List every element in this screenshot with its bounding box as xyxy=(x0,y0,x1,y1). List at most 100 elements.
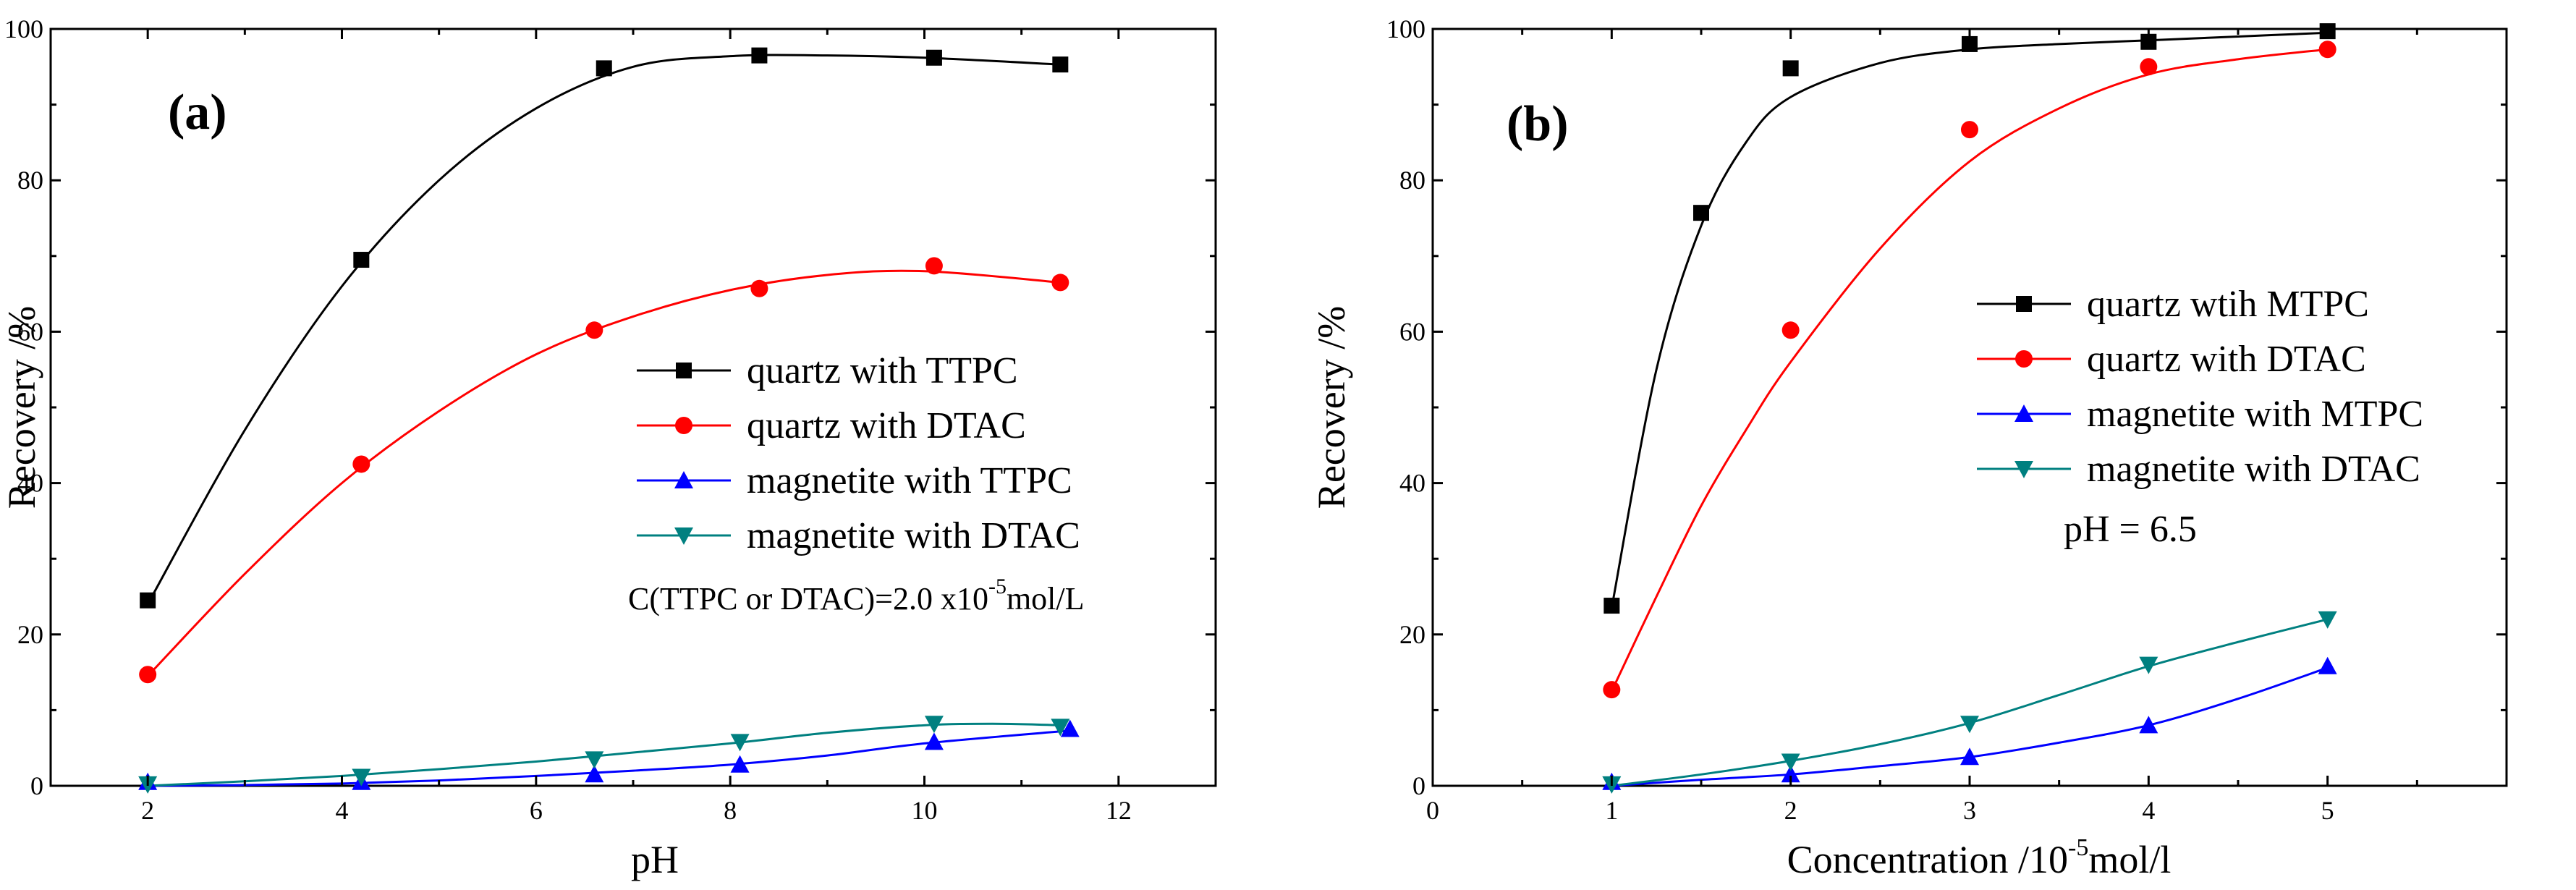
y-tick-label: 60 xyxy=(17,317,43,346)
legend-label-1: quartz wtih MTPC xyxy=(2087,284,2369,325)
x-tick-label: 4 xyxy=(2142,796,2155,825)
series-2-point xyxy=(1051,274,1069,292)
series-1-point xyxy=(353,252,370,268)
legend-marker-2 xyxy=(2015,350,2033,368)
x-tick-label: 8 xyxy=(724,796,737,825)
y-tick-label: 20 xyxy=(17,620,43,649)
series-4-point xyxy=(1051,719,1070,737)
legend-label-3: magnetite with TTPC xyxy=(747,460,1072,501)
y-tick-label: 0 xyxy=(30,771,43,800)
series-1-fit-line xyxy=(1610,31,2328,609)
series-1-point xyxy=(1782,60,1799,77)
series-3-point xyxy=(730,755,750,773)
series-3-point xyxy=(585,765,604,783)
y-tick-label: 20 xyxy=(1399,620,1425,649)
series-2-point xyxy=(2140,58,2158,76)
series-4-point xyxy=(585,751,604,769)
x-tick-label: 5 xyxy=(2321,796,2334,825)
series-3-point xyxy=(1781,765,1800,783)
condition-note-superscript: -5 xyxy=(988,575,1007,598)
series-4-point xyxy=(2318,611,2337,629)
condition-note: C(TTPC or DTAC)=2.0 x10-5mol/L xyxy=(628,575,1085,616)
series-3-point xyxy=(1060,719,1080,737)
x-tick-label: 10 xyxy=(912,796,938,825)
series-1-point xyxy=(1962,35,1978,52)
condition-note: pH = 6.5 xyxy=(2064,509,2197,550)
series-1-point xyxy=(925,49,942,66)
x-tick-label: 1 xyxy=(1605,796,1618,825)
legend-label-3: magnetite with MTPC xyxy=(2087,394,2423,435)
axis-ticks: 2 4 6 8 10 12 0 20 40 60 80 100 xyxy=(4,14,1217,825)
series-4-point xyxy=(352,768,371,787)
x-axis-title-superscript: -5 xyxy=(2068,834,2088,861)
series-3-point xyxy=(1960,747,1979,766)
series-2-point xyxy=(352,455,370,473)
series-2-point xyxy=(925,257,943,275)
series-4-point xyxy=(730,734,750,752)
legend-marker-4 xyxy=(674,527,693,545)
series-1-point xyxy=(140,592,156,609)
series-2-fit-line xyxy=(147,269,1061,677)
x-tick-label: 4 xyxy=(336,796,349,825)
series-3-point xyxy=(2318,656,2337,674)
legend-label-2: quartz with DTAC xyxy=(2087,339,2366,380)
series-1-point xyxy=(1603,598,1620,614)
x-axis-title: Concentration /10-5mol/l xyxy=(1787,834,2172,881)
legend: quartz wtih MTPC quartz with DTAC magnetit… xyxy=(1977,284,2423,490)
y-tick-label: 80 xyxy=(1399,166,1425,195)
series-1-point xyxy=(596,60,612,77)
x-tick-label: 12 xyxy=(1106,796,1132,825)
series-3-point xyxy=(2139,716,2158,734)
series-1-fit-line xyxy=(146,54,1061,605)
series-2-point xyxy=(1961,121,1978,139)
legend-marker-1 xyxy=(676,363,692,378)
series-1-point xyxy=(1693,205,1709,221)
series-2-fit-line xyxy=(1610,48,2328,692)
legend: quartz with TTPC quartz with DTAC magnetit… xyxy=(637,350,1080,556)
legend-marker-4 xyxy=(2014,461,2033,478)
panel-label: (a) xyxy=(168,85,227,140)
y-tick-label: 80 xyxy=(17,166,43,195)
y-tick-label: 0 xyxy=(1412,771,1425,800)
x-tick-label: 6 xyxy=(530,796,543,825)
x-tick-label: 0 xyxy=(1426,796,1439,825)
series-2-point xyxy=(585,321,603,339)
y-tick-label: 40 xyxy=(17,469,43,498)
x-axis-title-prefix: Concentration /10 xyxy=(1787,838,2068,881)
series-4-point xyxy=(2139,656,2158,674)
chart-panel-b: 0 1 2 3 4 5 0 20 40 60 80 100 (b) Concentration /10… xyxy=(1310,14,2508,881)
series-2-point xyxy=(1603,681,1621,699)
legend-marker-3 xyxy=(674,471,693,488)
series-4-point xyxy=(1960,716,1979,734)
data-markers xyxy=(138,47,1080,794)
series-2-point xyxy=(139,666,157,684)
y-tick-label: 60 xyxy=(1399,317,1425,346)
legend-label-4: magnetite with DTAC xyxy=(2087,449,2420,490)
series-1-point xyxy=(2140,33,2157,50)
series-4-point xyxy=(924,716,944,734)
legend-label-4: magnetite with DTAC xyxy=(747,515,1080,556)
condition-note-prefix: C(TTPC or DTAC)=2.0 x10 xyxy=(628,581,988,616)
y-axis-title: Recovery /% xyxy=(0,306,43,509)
y-tick-label: 100 xyxy=(1386,14,1425,43)
x-axis-title: pH xyxy=(631,838,679,881)
series-3-point xyxy=(924,732,944,750)
data-markers xyxy=(1602,23,2337,794)
plot-area-frame xyxy=(49,27,1217,787)
series-4-fit-line xyxy=(148,722,1061,787)
x-tick-label: 2 xyxy=(1784,796,1797,825)
x-tick-label: 3 xyxy=(1963,796,1976,825)
x-axis-title-suffix: mol/l xyxy=(2088,838,2171,881)
legend-label-1: quartz with TTPC xyxy=(747,350,1018,391)
series-2-point xyxy=(2318,41,2336,59)
series-2-point xyxy=(1781,321,1800,339)
legend-marker-2 xyxy=(675,417,692,434)
panel-label: (b) xyxy=(1507,96,1569,152)
legend-marker-1 xyxy=(2016,296,2032,312)
series-1-point xyxy=(751,47,768,64)
series-1-point xyxy=(1052,56,1069,73)
series-2-point xyxy=(750,279,768,297)
condition-note-suffix: mol/L xyxy=(1007,581,1085,616)
y-axis-title: Recovery /% xyxy=(1310,306,1353,509)
